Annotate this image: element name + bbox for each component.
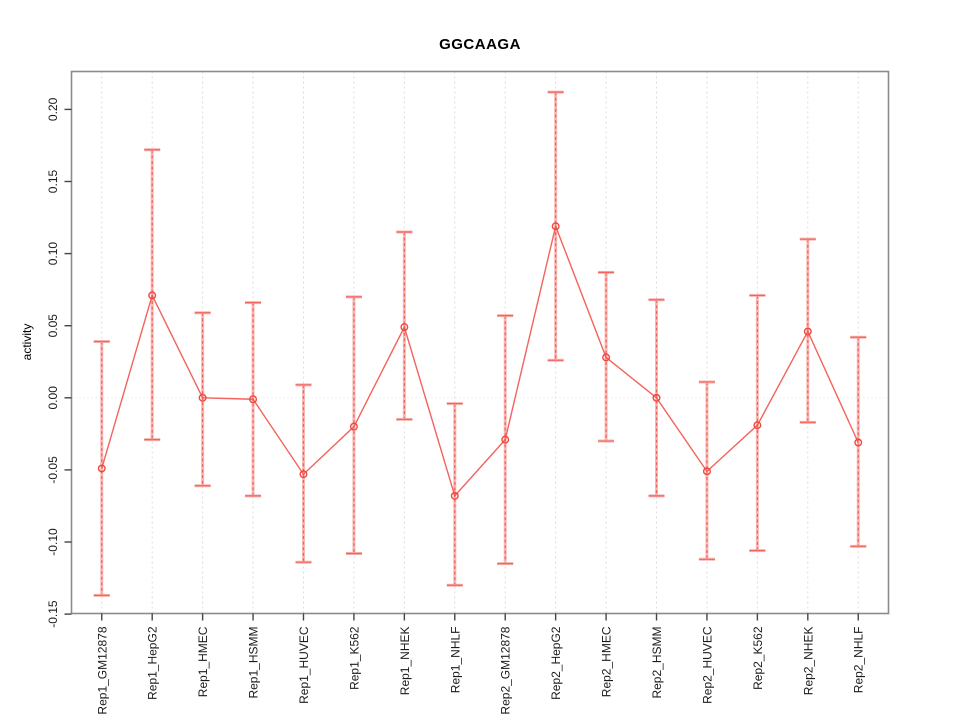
y-tick-label: 0.10 xyxy=(46,242,60,266)
x-tick-label-Rep1_HepG2: Rep1_HepG2 xyxy=(146,626,160,700)
y-tick-label: 0.05 xyxy=(46,314,60,338)
data-point-Rep1_HepG2 xyxy=(148,291,157,300)
data-point-Rep1_HMEC xyxy=(198,393,207,402)
y-tick-label: -0.10 xyxy=(46,528,60,556)
x-tick-label-Rep2_HSMM: Rep2_HSMM xyxy=(650,627,664,699)
y-tick-label: -0.05 xyxy=(46,456,60,484)
x-tick-label-Rep1_GM12878: Rep1_GM12878 xyxy=(95,626,109,714)
data-point-Rep2_K562 xyxy=(753,421,762,430)
data-point-Rep2_HepG2 xyxy=(551,222,560,231)
x-tick-label-Rep1_HSMM: Rep1_HSMM xyxy=(247,627,261,699)
y-tick-label: 0.20 xyxy=(46,97,60,121)
x-tick-label-Rep1_NHLF: Rep1_NHLF xyxy=(448,627,462,694)
x-tick-label-Rep2_NHEK: Rep2_NHEK xyxy=(801,627,815,696)
x-tick-label-Rep2_NHLF: Rep2_NHLF xyxy=(852,627,866,694)
data-point-Rep1_NHEK xyxy=(400,323,409,332)
x-tick-label-Rep1_K562: Rep1_K562 xyxy=(347,626,361,690)
data-point-Rep1_K562 xyxy=(349,422,358,431)
x-tick-label-Rep1_NHEK: Rep1_NHEK xyxy=(398,627,412,696)
y-tick-label: 0.15 xyxy=(46,169,60,193)
data-point-Rep2_HMEC xyxy=(602,353,611,362)
x-tick-label-Rep2_K562: Rep2_K562 xyxy=(751,626,765,690)
data-point-Rep2_HSMM xyxy=(652,393,661,402)
chart-title: GGCAAGA xyxy=(439,36,521,53)
data-point-Rep2_HUVEC xyxy=(702,467,711,476)
x-tick-label-Rep1_HUVEC: Rep1_HUVEC xyxy=(297,626,311,704)
y-tick-label: 0.00 xyxy=(46,386,60,410)
data-point-Rep2_GM12878 xyxy=(501,435,510,444)
data-point-Rep2_NHLF xyxy=(854,438,863,447)
series-line-activity xyxy=(101,223,859,498)
x-tick-label-Rep1_HMEC: Rep1_HMEC xyxy=(196,626,210,697)
data-point-Rep1_NHLF xyxy=(450,491,459,500)
x-tick-label-Rep2_HepG2: Rep2_HepG2 xyxy=(549,626,563,700)
plot-box xyxy=(70,70,890,615)
y-tick-label: -0.15 xyxy=(46,600,60,628)
x-tick-label-Rep2_HMEC: Rep2_HMEC xyxy=(600,626,614,697)
data-point-Rep1_GM12878 xyxy=(97,464,106,473)
data-point-Rep1_HSMM xyxy=(249,395,258,404)
x-tick-label-Rep2_HUVEC: Rep2_HUVEC xyxy=(700,626,714,704)
data-point-Rep2_NHEK xyxy=(803,327,812,336)
data-point-Rep1_HUVEC xyxy=(299,470,308,479)
x-tick-label-Rep2_GM12878: Rep2_GM12878 xyxy=(499,626,513,714)
